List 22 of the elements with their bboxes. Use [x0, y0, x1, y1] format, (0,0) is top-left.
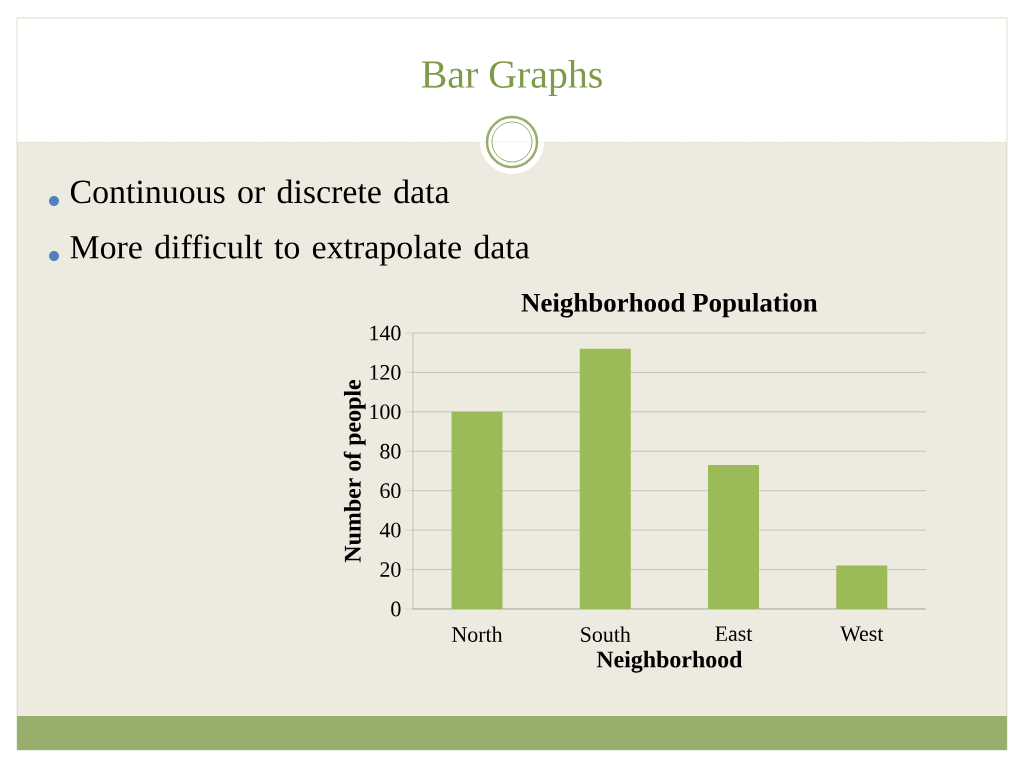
chart-title: Neighborhood Population — [521, 292, 818, 318]
text: Bar Graphs — [421, 59, 602, 97]
y-tick-label: 60 — [380, 483, 401, 499]
y-tick-label: 100 — [370, 404, 401, 420]
x-tick-label: South — [581, 626, 631, 642]
bar — [451, 411, 503, 609]
text: Continuous or discrete data — [70, 179, 450, 204]
x-tick-label: East — [715, 626, 753, 642]
x-tick-label: West — [840, 626, 884, 642]
y-tick-label: 120 — [370, 365, 401, 380]
y-axis-title: Number of people — [343, 379, 366, 563]
x-tick-label: North — [452, 626, 503, 642]
x-axis-title: Neighborhood — [596, 650, 743, 673]
y-tick-label: 80 — [380, 443, 401, 459]
y-tick-label: 0 — [391, 601, 401, 617]
bar — [708, 465, 760, 609]
y-tick-label: 20 — [380, 562, 401, 577]
text: More difficult to extrapolate data — [70, 234, 530, 266]
y-tick-label: 40 — [379, 522, 401, 538]
bar — [579, 348, 631, 609]
y-tick-label: 140 — [370, 325, 401, 341]
bar — [836, 565, 888, 609]
